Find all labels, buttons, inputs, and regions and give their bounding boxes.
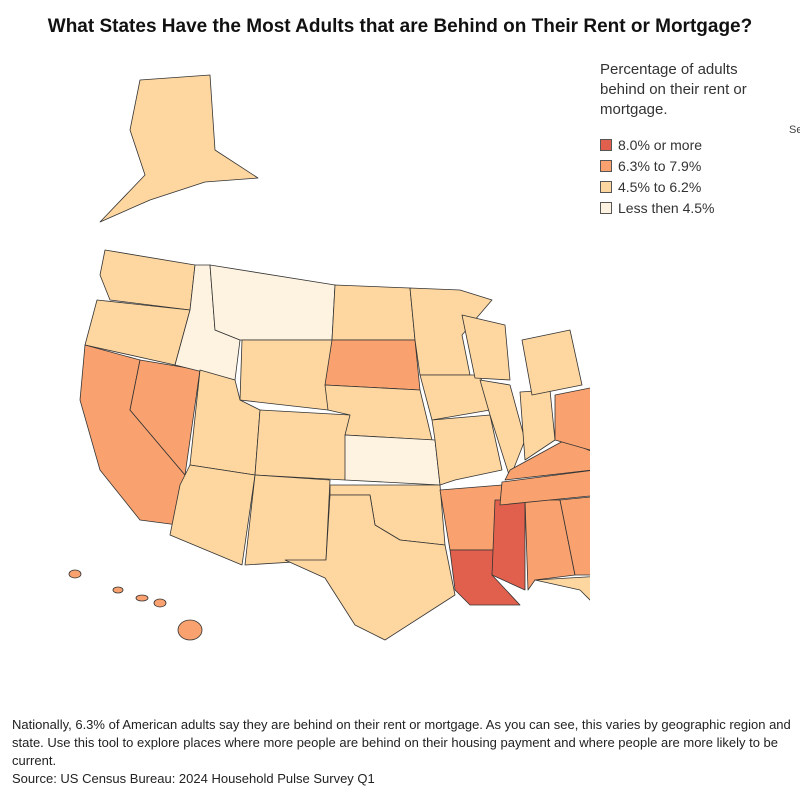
state[interactable] <box>135 594 149 602</box>
state[interactable] <box>153 598 167 608</box>
legend-swatch <box>600 201 612 214</box>
state[interactable] <box>169 464 256 566</box>
state[interactable] <box>479 379 526 479</box>
state[interactable] <box>209 264 336 341</box>
legend-swatch <box>600 180 612 193</box>
legend-swatch <box>600 159 612 172</box>
state[interactable] <box>177 619 203 641</box>
state[interactable] <box>244 474 331 566</box>
footnote: Nationally, 6.3% of American adults say … <box>12 716 792 788</box>
legend: 8.0% or more 6.3% to 7.9% 4.5% to 6.2% Less… <box>600 134 715 218</box>
state[interactable] <box>68 569 82 579</box>
state[interactable] <box>554 385 590 451</box>
state[interactable] <box>344 434 441 486</box>
legend-label: 8.0% or more <box>618 136 703 153</box>
state[interactable] <box>284 494 456 641</box>
source: Source: US Census Bureau: 2024 Household… <box>12 771 375 786</box>
state[interactable] <box>112 586 124 594</box>
title: What States Have the Most Adults that ar… <box>47 16 753 37</box>
description: Nationally, 6.3% of American adults say … <box>12 717 791 768</box>
legend-swatch <box>600 138 612 151</box>
state[interactable] <box>504 439 590 481</box>
legend-item[interactable]: 6.3% to 7.9% <box>600 155 715 176</box>
map <box>68 74 590 670</box>
state[interactable] <box>419 374 491 421</box>
state[interactable] <box>409 287 493 376</box>
state[interactable] <box>431 414 503 486</box>
state[interactable] <box>534 575 590 670</box>
state[interactable] <box>524 499 576 591</box>
legend-label: Less then 4.5% <box>618 199 715 216</box>
legend-item[interactable]: Less then 4.5% <box>600 197 715 218</box>
state[interactable] <box>324 339 421 391</box>
state[interactable] <box>491 499 526 591</box>
state[interactable] <box>331 284 416 341</box>
state[interactable] <box>521 329 583 396</box>
state[interactable] <box>254 409 351 481</box>
state[interactable] <box>559 495 590 576</box>
legend-label: 4.5% to 6.2% <box>618 178 702 195</box>
legend-item[interactable]: 8.0% or more <box>600 134 715 155</box>
cut-off-label[interactable]: Se <box>789 124 800 136</box>
legend-label: 6.3% to 7.9% <box>618 157 702 174</box>
state[interactable] <box>439 484 503 551</box>
state[interactable] <box>499 468 590 506</box>
legend-title: Percentage of adults behind on their ren… <box>600 61 747 118</box>
state[interactable] <box>99 249 196 311</box>
state[interactable] <box>239 339 333 411</box>
state[interactable] <box>461 314 511 381</box>
state[interactable] <box>99 74 259 223</box>
legend-item[interactable]: 4.5% to 6.2% <box>600 176 715 197</box>
